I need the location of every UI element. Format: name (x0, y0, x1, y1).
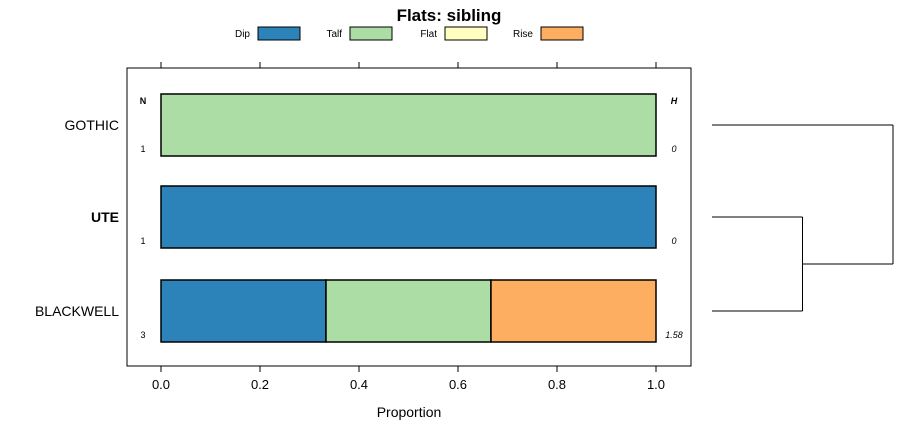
legend-label-rise: Rise (513, 29, 533, 40)
h-value: 0 (671, 236, 676, 246)
bar-segment-rise (490, 279, 657, 343)
n-value: 3 (140, 330, 145, 340)
x-axis-title: Proportion (377, 404, 442, 420)
plot-frame (126, 67, 692, 367)
x-tick-label: 0.2 (251, 377, 269, 392)
n-header: N (140, 96, 147, 106)
legend-swatch-rise (540, 26, 584, 41)
bar-segment-dip (160, 185, 657, 249)
legend-label-talf: Talf (326, 29, 342, 40)
legend-label-flat: Flat (420, 29, 437, 40)
n-value: 1 (140, 236, 145, 246)
dendrogram (712, 124, 894, 312)
bar-row-ute: UTE 1 0 (91, 185, 677, 249)
x-tick-label: 0.4 (350, 377, 368, 392)
x-tick-label: 0.0 (152, 377, 170, 392)
category-label: GOTHIC (65, 117, 119, 133)
h-value: 1.58 (665, 330, 683, 340)
h-header: H (671, 96, 678, 106)
h-value: 0 (671, 144, 676, 154)
bar-segment-talf (325, 279, 492, 343)
x-tick-label: 0.8 (548, 377, 566, 392)
category-label: BLACKWELL (35, 303, 119, 319)
legend: Dip Talf Flat Rise (235, 26, 584, 41)
x-axis: 0.0 0.2 0.4 0.6 0.8 1.0 (152, 62, 665, 392)
legend-swatch-dip (257, 26, 301, 41)
bar-segment-talf (160, 93, 657, 157)
x-tick-label: 1.0 (647, 377, 665, 392)
bar-rows: GOTHIC 1 0 UTE 1 0 BLACKWELL 3 1.58 (35, 93, 683, 343)
n-value: 1 (140, 144, 145, 154)
bar-segment-dip (160, 279, 327, 343)
bar-row-blackwell: BLACKWELL 3 1.58 (35, 279, 683, 343)
legend-swatch-talf (349, 26, 393, 41)
category-label: UTE (91, 209, 119, 225)
legend-swatch-flat (444, 26, 488, 41)
x-tick-label: 0.6 (449, 377, 467, 392)
bar-row-gothic: GOTHIC 1 0 (65, 93, 677, 157)
chart-title: Flats: sibling (397, 6, 502, 25)
legend-label-dip: Dip (235, 29, 250, 40)
